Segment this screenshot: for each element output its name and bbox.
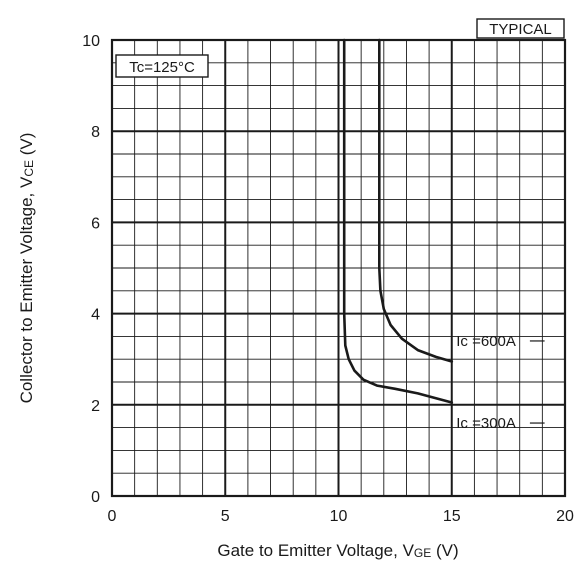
y-axis-title-sub: CE [22,160,36,177]
x-axis-title: Gate to Emitter Voltage, VGE (V) [217,541,458,560]
condition-box-frame [115,54,209,78]
curves [342,38,454,404]
tick-labels: 0 5 10 15 20 0 2 4 6 8 10 [82,33,574,525]
series-label-2: Ic =600A [456,333,516,350]
typical-badge-box [476,18,565,39]
x-tick-label: 20 [556,508,574,525]
y-axis-title-main: Collector to Emitter Voltage, V [17,176,36,403]
x-axis-title-sub: GE [414,546,431,560]
x-tick-label: 5 [221,508,230,525]
x-axis-title-main: Gate to Emitter Voltage, V [217,541,414,560]
typical-badge-text: TYPICAL [489,21,552,38]
typical-badge: TYPICAL [476,18,565,39]
y-axis-title-unit: (V) [17,133,36,160]
x-tick-label: 0 [108,508,117,525]
condition-label: Tc=125°C [129,59,195,76]
series-labels: Ic =300A Ic =600A [456,333,545,432]
plot-frame [110,38,567,498]
y-tick-label: 8 [91,124,100,141]
series-line-2 [378,38,454,363]
x-axis-title-unit: (V) [431,541,458,560]
y-tick-label: 10 [82,33,100,50]
series-line-1 [342,38,454,404]
x-tick-label: 10 [330,508,348,525]
condition-box: Tc=125°C [115,54,209,78]
y-tick-label: 2 [91,398,100,415]
y-tick-label: 4 [91,307,100,324]
y-axis-title: Collector to Emitter Voltage, VCE (V) [17,133,36,404]
series-label-1: Ic =300A [456,415,516,432]
y-tick-label: 0 [91,489,100,506]
y-tick-label: 6 [91,215,100,232]
x-tick-label: 15 [443,508,461,525]
